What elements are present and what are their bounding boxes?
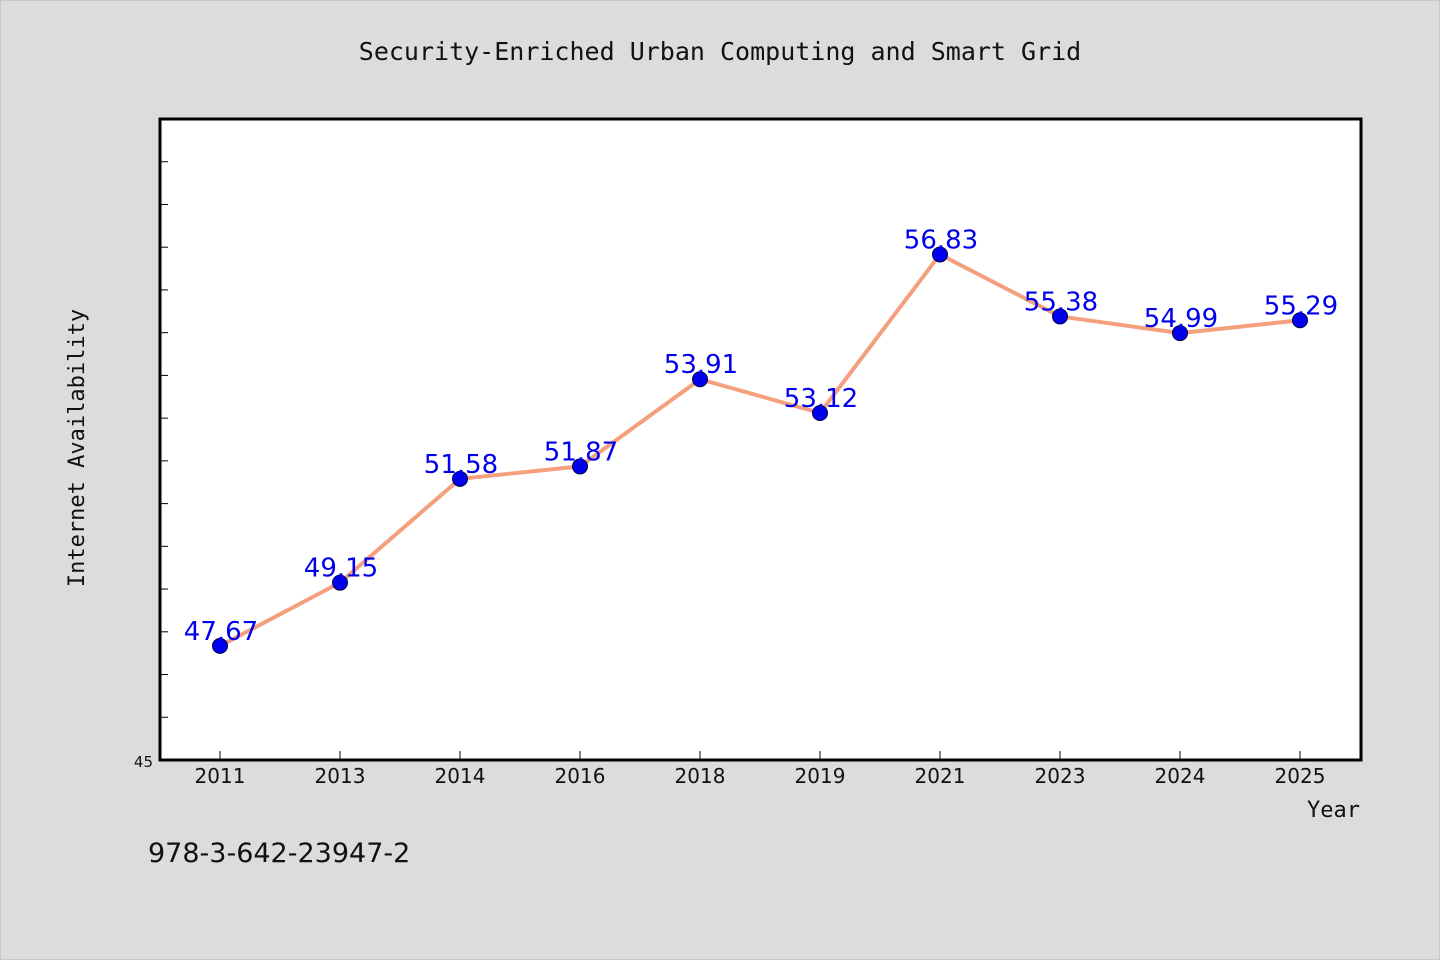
- plot-area: [158, 117, 1363, 762]
- series-line: [218, 252, 1302, 648]
- data-point: [812, 405, 828, 422]
- y-axis-label: Internet Availability: [65, 309, 90, 587]
- data-label: 56.83: [904, 225, 978, 255]
- x-tick-label: 2018: [675, 764, 726, 788]
- x-tick-label: 2016: [555, 764, 606, 788]
- x-tick-label: 2019: [795, 764, 846, 788]
- y-axis-ticks: [160, 118, 168, 761]
- data-label: 55.29: [1264, 291, 1338, 321]
- x-tick-label: 2024: [1155, 764, 1206, 788]
- x-tick-label: 2021: [915, 764, 966, 788]
- data-point: [1292, 312, 1308, 329]
- data-point: [332, 574, 348, 591]
- data-label: 55.38: [1024, 287, 1098, 317]
- x-tick-label: 2014: [435, 764, 486, 788]
- data-label: 53.12: [784, 384, 858, 414]
- x-tick-label: 2013: [315, 764, 366, 788]
- data-label: 49.15: [304, 554, 378, 584]
- data-point: [212, 637, 228, 654]
- data-label: 47.67: [184, 617, 258, 647]
- x-tick-label: 2011: [195, 764, 246, 788]
- data-point: [1172, 325, 1188, 342]
- chart-title: Security-Enriched Urban Computing and Sm…: [359, 37, 1081, 66]
- data-point: [572, 458, 588, 475]
- data-label: 53.91: [664, 350, 738, 380]
- data-point: [1052, 308, 1068, 325]
- series-group: 47.67 49.15 51.58 51.87 53.91 53.12 56.83 55.38…: [184, 225, 1338, 654]
- data-point: [932, 246, 948, 263]
- data-point: [452, 470, 468, 487]
- x-tick-label: 2025: [1275, 764, 1326, 788]
- data-label: 51.87: [544, 437, 618, 467]
- data-label: 51.58: [424, 450, 498, 480]
- data-label: 54.99: [1144, 304, 1218, 334]
- data-point: [692, 371, 708, 388]
- x-tick-label: 2023: [1035, 764, 1086, 788]
- footer-isbn: 978-3-642-23947-2: [148, 838, 410, 869]
- x-axis-ticks: 2011 2013 2014 2016 2018 2019 2021 2023 2024 2025: [195, 751, 1326, 788]
- x-axis-label: Year: [1307, 798, 1360, 823]
- y-tick-label: 45: [134, 753, 153, 771]
